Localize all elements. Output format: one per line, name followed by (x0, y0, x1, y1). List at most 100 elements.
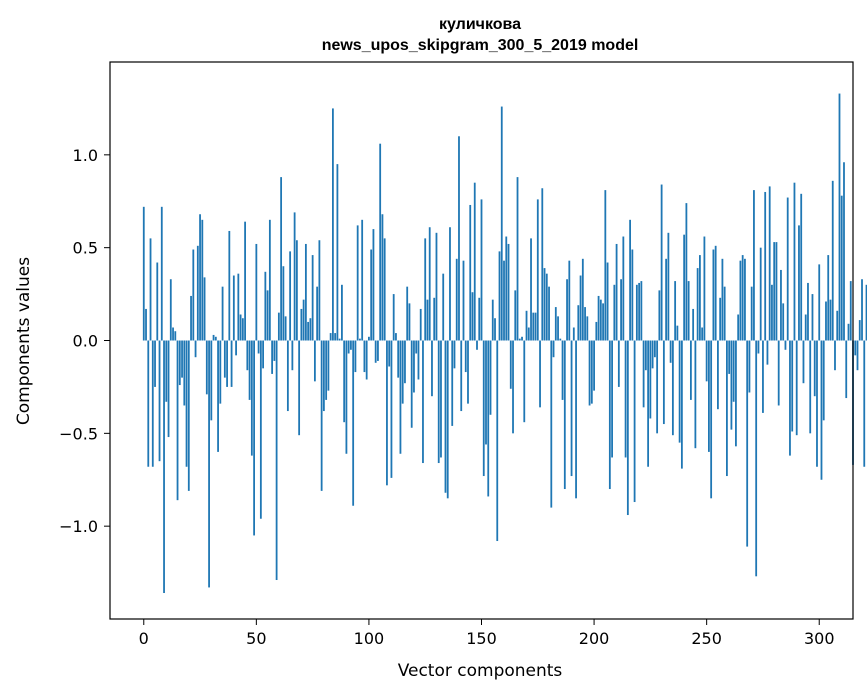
bar (433, 297, 436, 341)
bar (858, 320, 861, 341)
bar (203, 277, 206, 341)
bar (440, 340, 442, 458)
bar (142, 206, 145, 341)
bar (509, 340, 512, 389)
bar (354, 340, 357, 373)
bar (451, 340, 454, 426)
bar (381, 214, 384, 341)
bar (514, 290, 517, 341)
bar (149, 238, 152, 341)
bar (363, 340, 366, 373)
bar (554, 307, 557, 341)
bar (699, 255, 701, 341)
bar (703, 236, 706, 341)
bar (723, 286, 726, 341)
bar (176, 340, 179, 501)
bar (395, 333, 397, 341)
bar (660, 184, 663, 341)
bar (280, 177, 283, 341)
bar (708, 340, 710, 452)
bar (473, 182, 476, 341)
y-tick-label: −0.5 (59, 424, 98, 443)
bar (496, 340, 499, 542)
bar (671, 340, 674, 436)
bar (507, 243, 510, 341)
bar (595, 321, 598, 341)
bar (500, 106, 503, 341)
bar (843, 162, 845, 341)
bar (201, 219, 204, 341)
bar (739, 260, 742, 341)
bar (316, 286, 319, 341)
bar (302, 299, 305, 341)
bar (241, 318, 244, 341)
bar (593, 340, 595, 391)
bar (313, 340, 316, 382)
bar (417, 340, 420, 380)
bar (784, 340, 787, 350)
bar (491, 299, 494, 341)
bar (685, 203, 688, 341)
bar (705, 340, 708, 382)
bar (341, 284, 343, 341)
bar (327, 340, 330, 391)
bar (322, 340, 325, 412)
bar (802, 340, 805, 384)
bar (266, 290, 269, 341)
bar (178, 340, 181, 386)
bar (602, 303, 604, 341)
bar (536, 199, 539, 341)
bar (219, 340, 222, 404)
bar (444, 340, 447, 493)
bar (710, 340, 713, 499)
bar (300, 308, 303, 341)
y-tick-label: −1.0 (59, 517, 98, 536)
x-tick-label: 0 (139, 629, 149, 648)
bar (268, 219, 271, 341)
bar (361, 219, 364, 341)
bar (352, 340, 355, 506)
bar (735, 340, 737, 447)
bar (689, 340, 692, 400)
bar (228, 230, 231, 341)
bar (849, 281, 852, 341)
bar (160, 206, 163, 341)
bar (372, 229, 375, 341)
bar (401, 340, 404, 404)
bar (338, 338, 341, 341)
bar (635, 284, 638, 341)
bar (383, 238, 386, 341)
bar (732, 340, 735, 402)
bar (147, 340, 150, 467)
bar (746, 340, 749, 547)
chart-title-line-1: куличкова (439, 16, 521, 33)
bar (831, 180, 834, 341)
bar (489, 340, 492, 415)
bar (541, 188, 544, 341)
bar (284, 316, 287, 341)
bar (239, 314, 242, 341)
bar (782, 303, 785, 341)
bar (259, 340, 262, 519)
bar (854, 340, 857, 356)
bar (426, 299, 429, 341)
bar (680, 340, 683, 469)
bar (845, 340, 848, 399)
bar (419, 308, 422, 341)
bar (163, 340, 165, 594)
bar (786, 197, 789, 341)
bar (667, 232, 670, 341)
bar (807, 282, 809, 341)
bar (217, 340, 219, 452)
bar (226, 340, 228, 387)
y-tick-label: 0.5 (73, 239, 98, 258)
bar (404, 340, 406, 384)
bar (334, 333, 337, 341)
bar (687, 281, 690, 341)
bar (386, 340, 388, 486)
bar (196, 245, 199, 341)
bar (568, 260, 571, 341)
bar (169, 279, 172, 341)
bar (503, 260, 505, 341)
x-tick-label: 300 (804, 629, 835, 648)
